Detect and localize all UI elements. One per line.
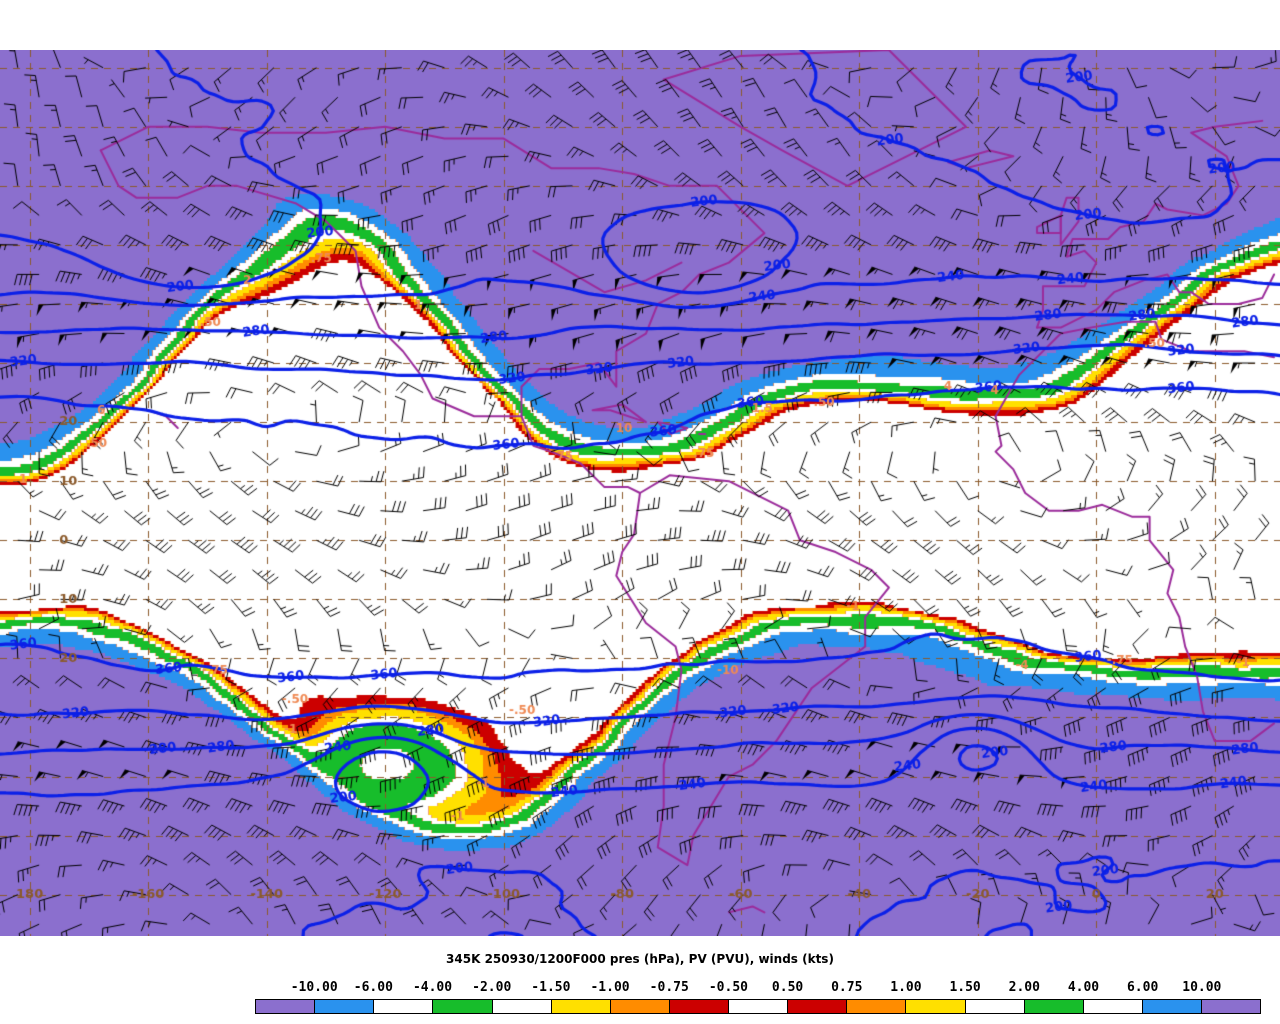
- colorbar-swatch: [1202, 1000, 1261, 1013]
- colorbar-swatch: [492, 1000, 552, 1013]
- colorbar-tick-label: -10.00: [290, 980, 338, 995]
- colorbar-swatch: [906, 1000, 966, 1013]
- colorbar-tick-label: 1.50: [949, 980, 981, 995]
- colorbar-tick-label: -0.75: [649, 980, 689, 995]
- colorbar-tick-label: 2.00: [1008, 980, 1040, 995]
- colorbar-swatch: [374, 1000, 434, 1013]
- colorbar-swatch: [729, 1000, 789, 1013]
- colorbar-tick-label: 4.00: [1067, 980, 1100, 995]
- colorbar-tick-label: -1.50: [531, 980, 571, 995]
- colorbar-tick-label: -2.00: [472, 980, 512, 995]
- colorbar-tick-label: -0.50: [708, 980, 748, 995]
- colorbar-swatch: [315, 1000, 375, 1013]
- colorbar-tick-label: -4.00: [412, 980, 453, 995]
- map-panel[interactable]: [0, 50, 1280, 936]
- colorbar-swatch: [610, 1000, 670, 1013]
- colorbar-swatch: [256, 1000, 316, 1013]
- colorbar-tick-label: -6.00: [353, 980, 393, 995]
- colorbar: -10.00 -6.00 -4.00 -2.00 -1.50 -1.00 -0.75 -0.5…: [0, 980, 1280, 1020]
- colorbar-swatch: [1083, 1000, 1143, 1013]
- colorbar-tick-labels: -10.00 -6.00 -4.00 -2.00 -1.50 -1.00 -0.75 -0.5…: [0, 980, 1280, 997]
- colorbar-swatch: [551, 1000, 611, 1013]
- colorbar-swatch: [788, 1000, 848, 1013]
- colorbar-swatch: [1024, 1000, 1084, 1013]
- colorbar-swatch: [433, 1000, 493, 1013]
- colorbar-tick-label: 0.50: [771, 980, 804, 995]
- colorbar-tick-label: 6.00: [1126, 980, 1159, 995]
- colorbar-tick-label: 0.75: [831, 980, 863, 995]
- colorbar-swatch: [669, 1000, 729, 1013]
- colorbar-tick-label: 1.00: [890, 980, 922, 995]
- colorbar-swatches: [255, 999, 1261, 1014]
- colorbar-tick-label: 10.00: [1182, 980, 1222, 995]
- colorbar-swatch: [1142, 1000, 1202, 1013]
- synoptic-map-canvas[interactable]: [0, 50, 1280, 936]
- page-title: 345K 250930/1200F000 pres (hPa), PV (PVU…: [446, 952, 834, 966]
- colorbar-swatch: [847, 1000, 907, 1013]
- colorbar-tick-label: -1.00: [590, 980, 630, 995]
- colorbar-swatch: [965, 1000, 1025, 1013]
